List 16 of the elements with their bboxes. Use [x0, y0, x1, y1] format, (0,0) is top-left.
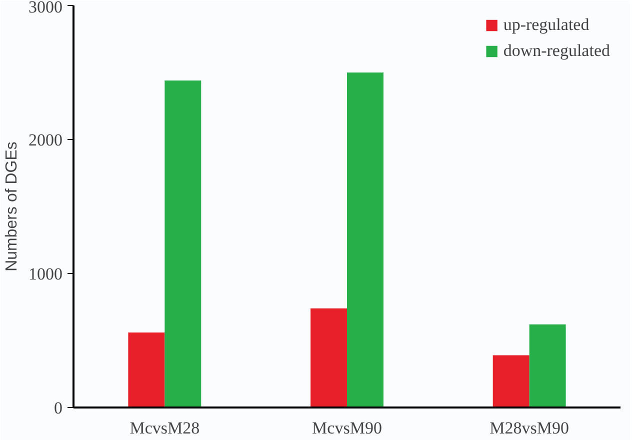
x-tick-label: McvsM28: [130, 418, 200, 438]
bar: [310, 308, 347, 408]
x-tick-label: M28vsM90: [490, 418, 570, 438]
bar: [164, 80, 202, 408]
bar: [128, 332, 165, 408]
bar: [529, 324, 566, 408]
bar: [347, 72, 384, 408]
y-axis-title: Numbers of DGEs: [4, 142, 20, 272]
y-tick-label: 2000: [28, 130, 62, 150]
x-tick-label: McvsM90: [312, 418, 382, 438]
y-tick-label: 3000: [28, 0, 62, 16]
y-tick-label: 1000: [28, 264, 62, 284]
bar: [492, 355, 530, 408]
legend-label: down-regulated: [503, 41, 610, 61]
legend-label: up-regulated: [503, 15, 590, 35]
y-tick-label: 0: [54, 398, 62, 418]
